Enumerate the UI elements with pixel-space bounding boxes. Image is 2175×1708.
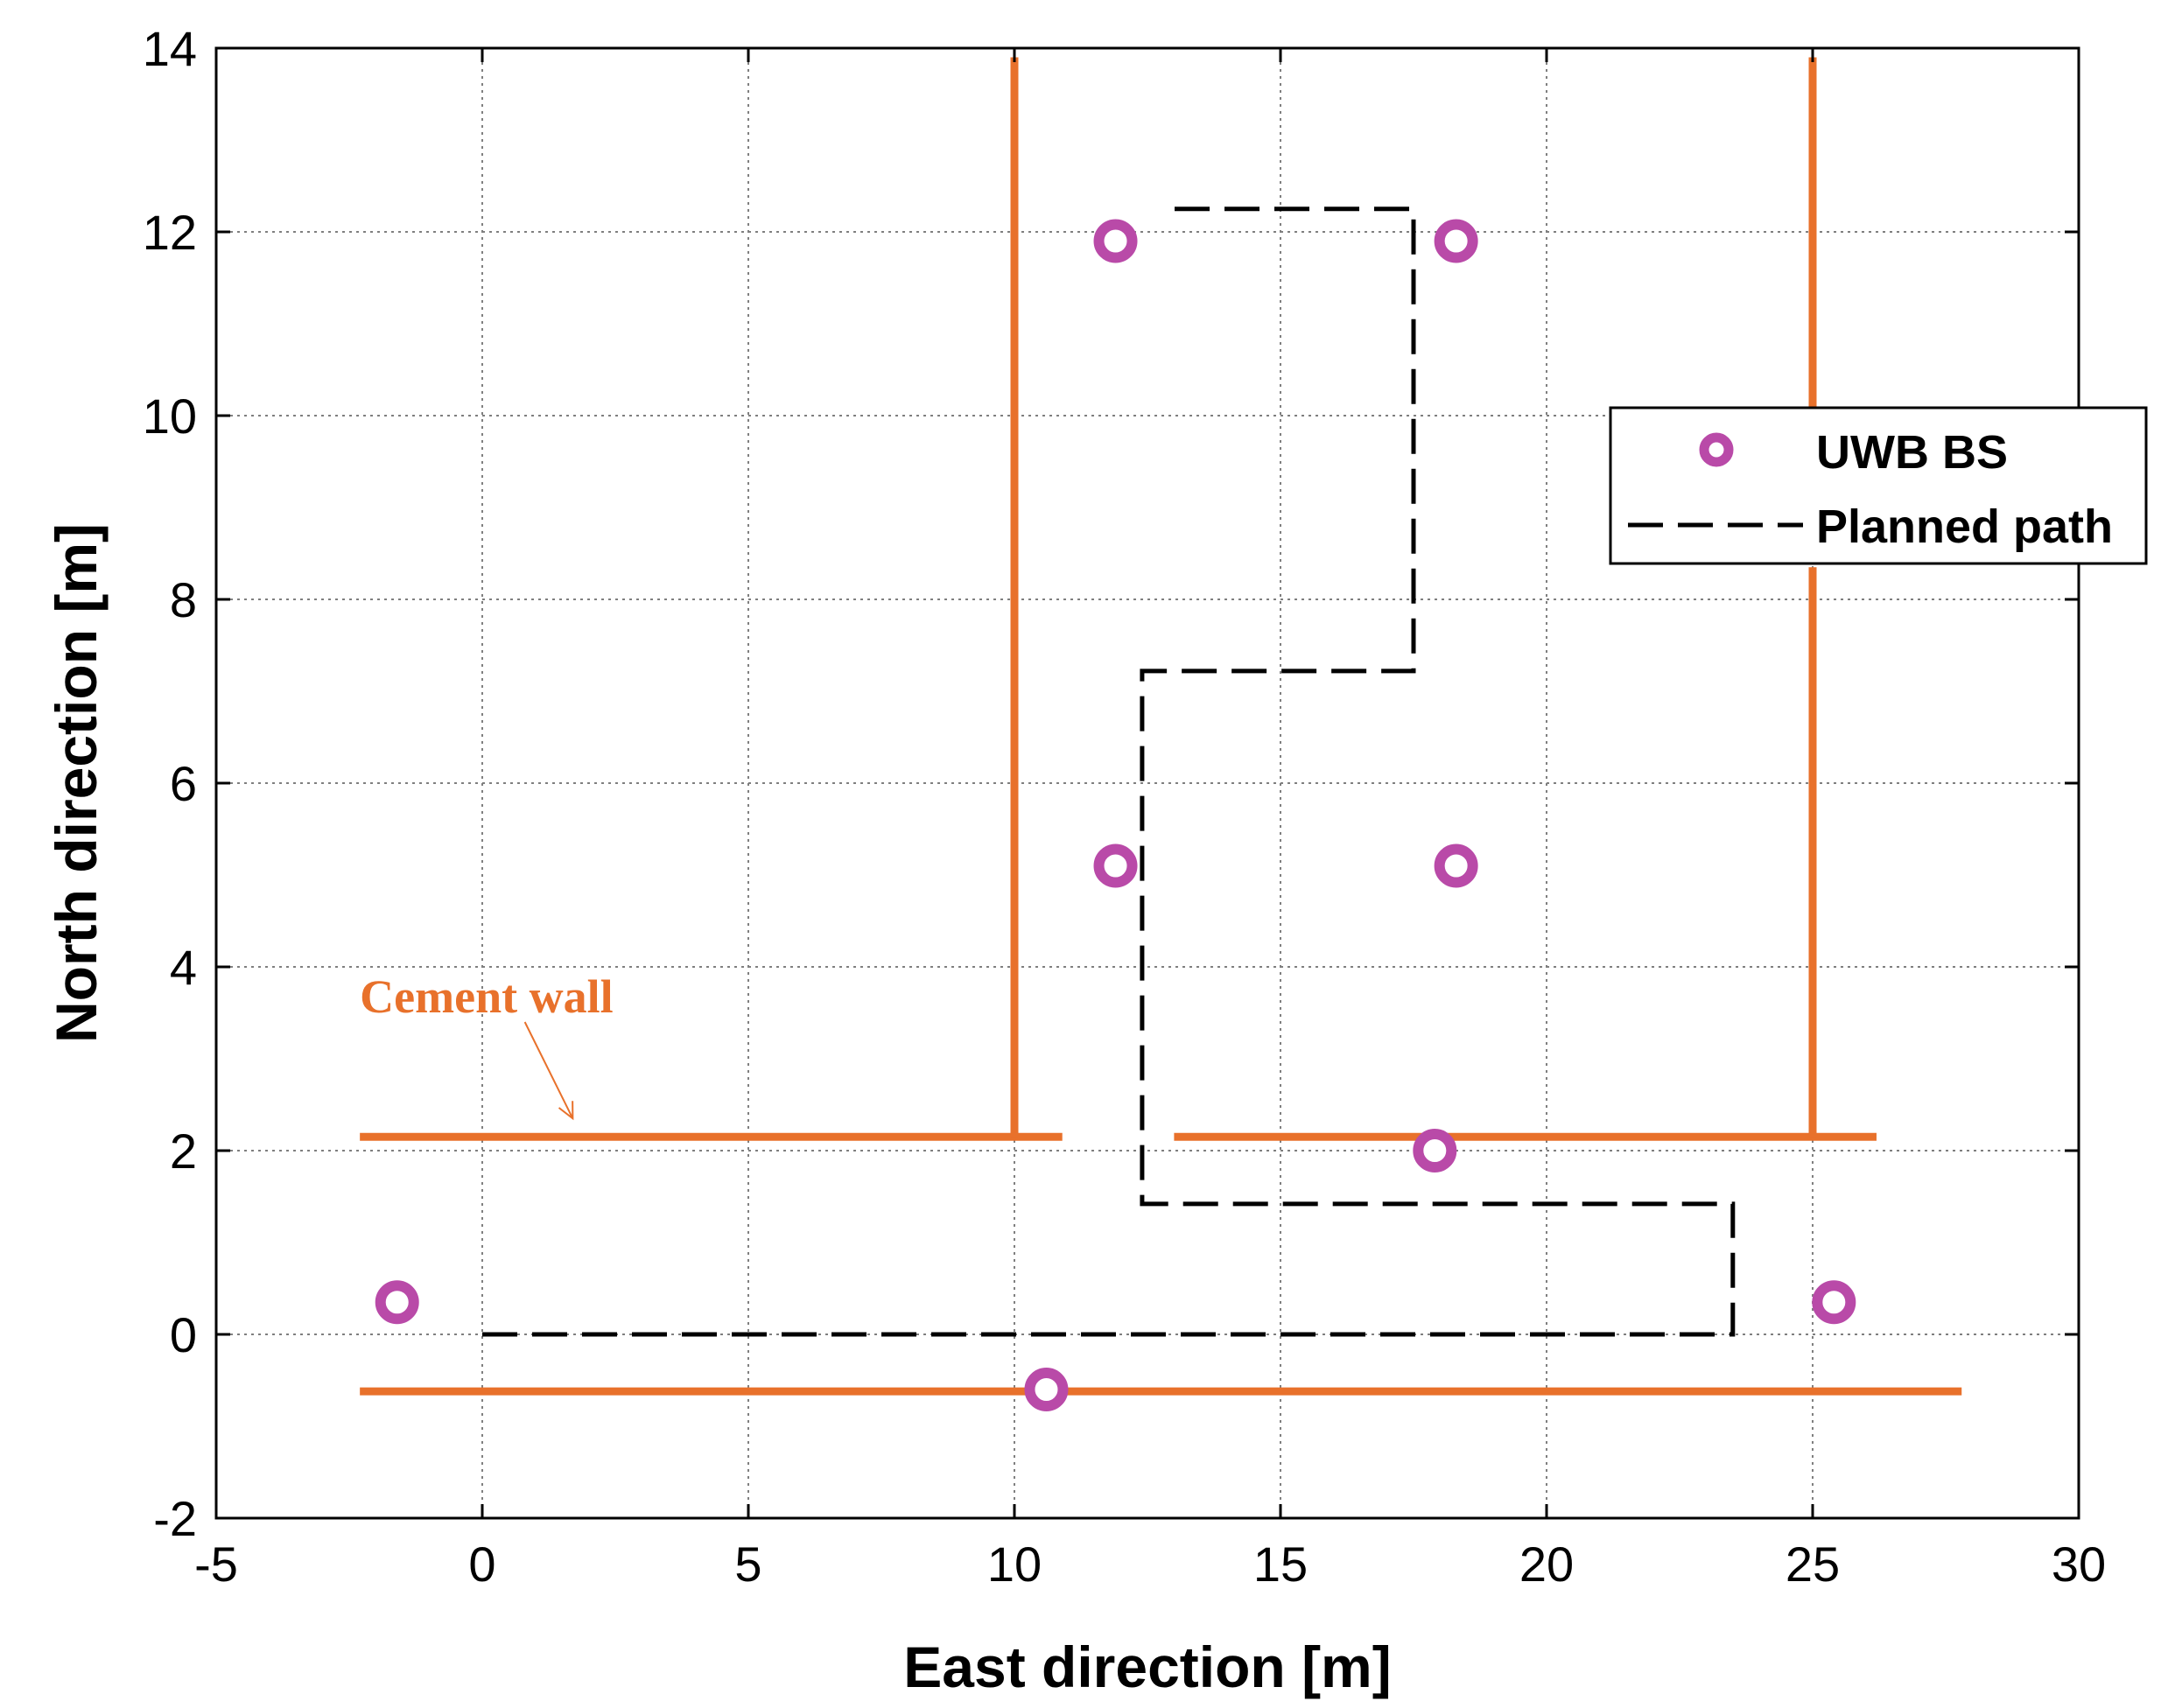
cement-walls <box>360 57 1962 1396</box>
uwb-bs-point <box>1024 1368 1069 1411</box>
y-tick-label: 12 <box>143 205 197 260</box>
legend-label-uwb-bs: UWB BS <box>1816 426 2008 479</box>
cement-wall-label: Cement wall <box>360 970 613 1023</box>
uwb-bs-point <box>1093 219 1138 263</box>
x-tick-label: 15 <box>1253 1536 1308 1592</box>
cement-wall-arrowhead <box>558 1101 574 1121</box>
y-tick-label: -2 <box>153 1491 197 1546</box>
x-tick-label: 20 <box>1519 1536 1574 1592</box>
uwb-bs-point <box>1434 219 1478 263</box>
x-tick-label: 30 <box>2052 1536 2106 1592</box>
legend-label-planned-path: Planned path <box>1816 500 2113 553</box>
uwb-bs-point <box>1812 1280 1856 1325</box>
y-tick-label: 8 <box>170 572 197 627</box>
y-tick-label: 10 <box>143 388 197 444</box>
legend: UWB BS Planned path <box>1609 406 2148 565</box>
legend-box <box>1609 406 2148 565</box>
y-tick-labels: -2 0 2 4 6 8 10 12 14 <box>143 21 197 1546</box>
y-tick-label: 2 <box>170 1124 197 1179</box>
uwb-bs-point <box>1093 844 1138 888</box>
planned-path-line <box>482 206 1736 1337</box>
uwb-bs-point <box>375 1280 419 1325</box>
x-tick-label: 25 <box>1786 1536 1840 1592</box>
x-tick-label: 5 <box>734 1536 761 1592</box>
y-tick-label: 14 <box>143 21 197 76</box>
cement-wall-arrow <box>523 1021 574 1119</box>
uwb-bs-point <box>1434 844 1478 888</box>
cement-wall-annotation: Cement wall <box>360 970 614 1121</box>
x-tick-label: 10 <box>987 1536 1042 1592</box>
x-tick-label: 0 <box>468 1536 495 1592</box>
x-tick-labels: -5 0 5 10 15 20 25 30 <box>194 1536 2106 1592</box>
uwb-bs-point <box>1413 1129 1457 1172</box>
x-axis-title: East direction [m] <box>903 1634 1391 1699</box>
legend-marker-uwb-bs <box>1699 432 1734 467</box>
y-tick-label: 0 <box>170 1307 197 1362</box>
planned-path-group <box>482 206 1736 1337</box>
uwb-bs-markers <box>375 219 1856 1411</box>
y-axis-title: North direction [m] <box>44 523 109 1043</box>
x-tick-label: -5 <box>194 1536 238 1592</box>
y-tick-label: 6 <box>170 756 197 811</box>
y-tick-label: 4 <box>170 940 197 995</box>
